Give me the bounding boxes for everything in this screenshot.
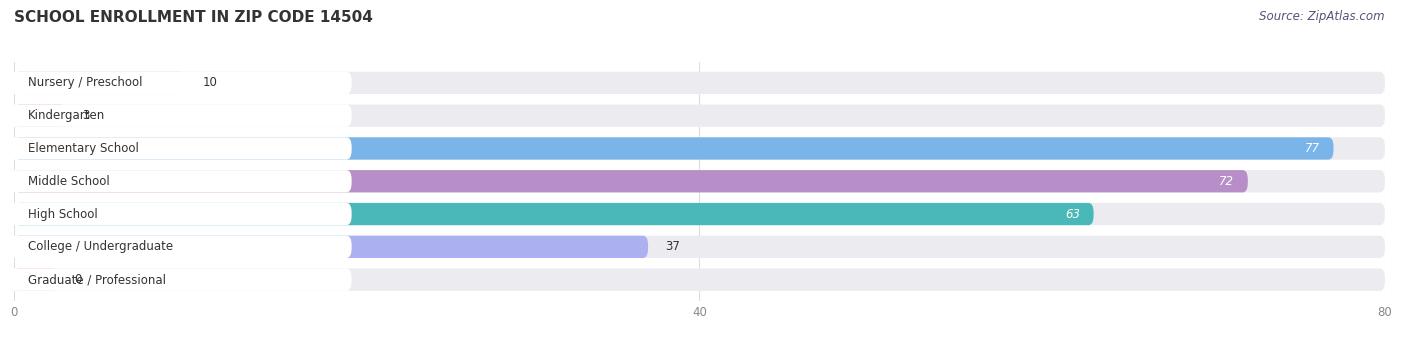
FancyBboxPatch shape — [14, 72, 186, 94]
FancyBboxPatch shape — [8, 268, 351, 291]
Text: 0: 0 — [75, 273, 82, 286]
Text: High School: High School — [28, 208, 97, 221]
FancyBboxPatch shape — [14, 203, 1385, 225]
FancyBboxPatch shape — [8, 72, 351, 94]
Text: 37: 37 — [665, 240, 681, 253]
FancyBboxPatch shape — [14, 268, 56, 291]
FancyBboxPatch shape — [8, 170, 351, 193]
FancyBboxPatch shape — [14, 72, 1385, 94]
FancyBboxPatch shape — [14, 203, 1094, 225]
Text: Kindergarten: Kindergarten — [28, 109, 105, 122]
FancyBboxPatch shape — [8, 137, 351, 160]
FancyBboxPatch shape — [14, 105, 66, 127]
FancyBboxPatch shape — [14, 105, 1385, 127]
Text: 10: 10 — [202, 76, 218, 89]
Text: 77: 77 — [1305, 142, 1320, 155]
Text: Middle School: Middle School — [28, 175, 110, 188]
FancyBboxPatch shape — [8, 236, 351, 258]
Text: Nursery / Preschool: Nursery / Preschool — [28, 76, 142, 89]
FancyBboxPatch shape — [14, 236, 1385, 258]
Text: Source: ZipAtlas.com: Source: ZipAtlas.com — [1260, 10, 1385, 23]
FancyBboxPatch shape — [14, 137, 1385, 160]
FancyBboxPatch shape — [14, 268, 1385, 291]
Text: Elementary School: Elementary School — [28, 142, 139, 155]
Text: 3: 3 — [83, 109, 90, 122]
FancyBboxPatch shape — [8, 105, 351, 127]
FancyBboxPatch shape — [14, 170, 1385, 193]
Text: SCHOOL ENROLLMENT IN ZIP CODE 14504: SCHOOL ENROLLMENT IN ZIP CODE 14504 — [14, 10, 373, 25]
Text: 72: 72 — [1219, 175, 1234, 188]
FancyBboxPatch shape — [8, 203, 351, 225]
FancyBboxPatch shape — [14, 170, 1249, 193]
Text: Graduate / Professional: Graduate / Professional — [28, 273, 166, 286]
FancyBboxPatch shape — [14, 236, 648, 258]
FancyBboxPatch shape — [14, 137, 1333, 160]
Text: College / Undergraduate: College / Undergraduate — [28, 240, 173, 253]
Text: 63: 63 — [1064, 208, 1080, 221]
